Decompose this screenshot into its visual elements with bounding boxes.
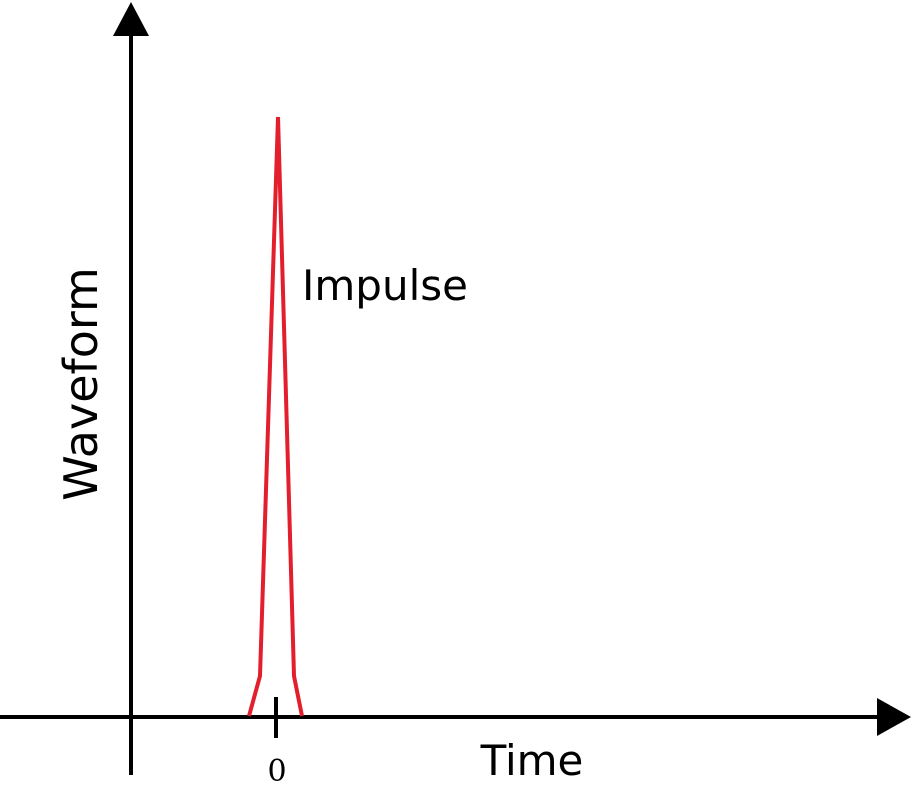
x-axis-arrow-icon	[877, 698, 911, 736]
y-axis-label: Waveform	[54, 267, 108, 501]
impulse-label: Impulse	[302, 261, 468, 310]
tick-label-zero: 0	[267, 754, 286, 789]
impulse-pulse	[247, 116, 304, 717]
x-axis-label: Time	[480, 736, 584, 785]
y-axis-arrow-icon	[113, 2, 149, 36]
